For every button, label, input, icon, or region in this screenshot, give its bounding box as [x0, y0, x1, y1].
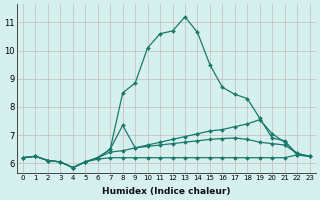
X-axis label: Humidex (Indice chaleur): Humidex (Indice chaleur) — [102, 187, 230, 196]
